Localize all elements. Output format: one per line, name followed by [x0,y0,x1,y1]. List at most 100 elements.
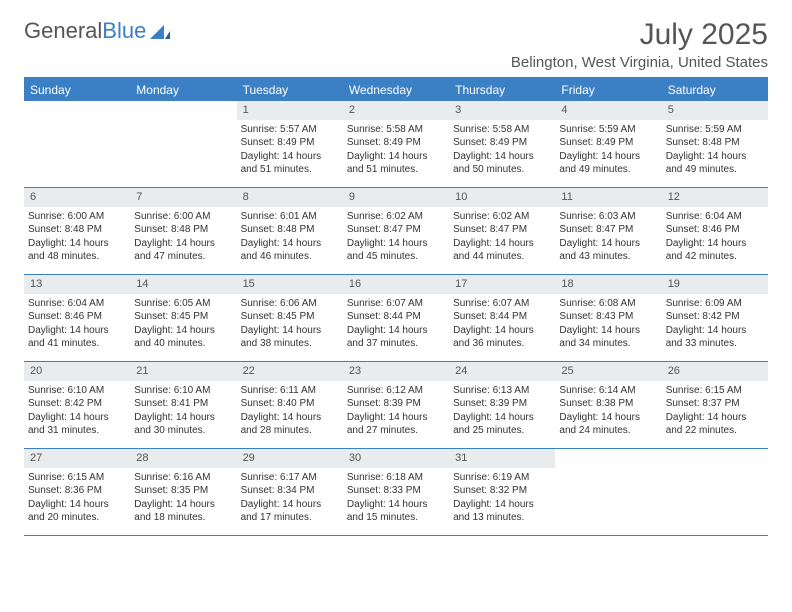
day-line: Sunrise: 6:15 AM [666,384,764,398]
day-line: Daylight: 14 hours [241,324,339,338]
day-cell: 14Sunrise: 6:05 AMSunset: 8:45 PMDayligh… [130,275,236,361]
weekday-header: Friday [555,79,661,101]
day-line: Sunrise: 6:12 AM [347,384,445,398]
day-body: Sunrise: 6:08 AMSunset: 8:43 PMDaylight:… [555,294,661,357]
day-line: and 47 minutes. [134,250,232,264]
day-body: Sunrise: 6:14 AMSunset: 8:38 PMDaylight:… [555,381,661,444]
day-line: and 51 minutes. [347,163,445,177]
day-cell: 26Sunrise: 6:15 AMSunset: 8:37 PMDayligh… [662,362,768,448]
day-line: Sunset: 8:32 PM [453,484,551,498]
day-line: Sunset: 8:38 PM [559,397,657,411]
day-line: and 22 minutes. [666,424,764,438]
day-line: Sunrise: 6:17 AM [241,471,339,485]
day-cell: 13Sunrise: 6:04 AMSunset: 8:46 PMDayligh… [24,275,130,361]
day-line: Sunrise: 5:58 AM [347,123,445,137]
day-body: Sunrise: 6:17 AMSunset: 8:34 PMDaylight:… [237,468,343,531]
day-line: Sunset: 8:48 PM [28,223,126,237]
day-cell: 31Sunrise: 6:19 AMSunset: 8:32 PMDayligh… [449,449,555,535]
day-line: Daylight: 14 hours [241,498,339,512]
day-line: Sunrise: 6:19 AM [453,471,551,485]
day-line: Sunrise: 5:57 AM [241,123,339,137]
day-number: 16 [343,275,449,294]
day-cell [24,101,130,187]
day-body: Sunrise: 6:07 AMSunset: 8:44 PMDaylight:… [343,294,449,357]
day-line: Sunset: 8:42 PM [666,310,764,324]
day-line: Sunset: 8:42 PM [28,397,126,411]
day-cell: 21Sunrise: 6:10 AMSunset: 8:41 PMDayligh… [130,362,236,448]
day-body [555,468,661,477]
day-number: 5 [662,101,768,120]
day-number: 17 [449,275,555,294]
day-cell: 6Sunrise: 6:00 AMSunset: 8:48 PMDaylight… [24,188,130,274]
day-number: 8 [237,188,343,207]
day-number: 22 [237,362,343,381]
day-line: and 31 minutes. [28,424,126,438]
logo-text-2: Blue [102,18,146,43]
day-cell: 15Sunrise: 6:06 AMSunset: 8:45 PMDayligh… [237,275,343,361]
day-line: Daylight: 14 hours [347,411,445,425]
day-line: Daylight: 14 hours [453,411,551,425]
day-number: 1 [237,101,343,120]
day-body: Sunrise: 6:07 AMSunset: 8:44 PMDaylight:… [449,294,555,357]
day-line: Sunset: 8:48 PM [666,136,764,150]
day-cell: 19Sunrise: 6:09 AMSunset: 8:42 PMDayligh… [662,275,768,361]
day-line: Sunrise: 6:16 AM [134,471,232,485]
day-line: Daylight: 14 hours [559,324,657,338]
month-title: July 2025 [511,18,768,52]
day-cell: 4Sunrise: 5:59 AMSunset: 8:49 PMDaylight… [555,101,661,187]
day-line: and 38 minutes. [241,337,339,351]
day-body: Sunrise: 6:15 AMSunset: 8:37 PMDaylight:… [662,381,768,444]
day-body: Sunrise: 6:10 AMSunset: 8:41 PMDaylight:… [130,381,236,444]
day-number: 28 [130,449,236,468]
day-cell: 24Sunrise: 6:13 AMSunset: 8:39 PMDayligh… [449,362,555,448]
day-cell: 1Sunrise: 5:57 AMSunset: 8:49 PMDaylight… [237,101,343,187]
day-cell: 16Sunrise: 6:07 AMSunset: 8:44 PMDayligh… [343,275,449,361]
day-number: 18 [555,275,661,294]
day-body: Sunrise: 6:13 AMSunset: 8:39 PMDaylight:… [449,381,555,444]
logo-text-1: General [24,18,102,43]
day-line: Daylight: 14 hours [28,498,126,512]
day-number: 19 [662,275,768,294]
day-line: Sunset: 8:49 PM [241,136,339,150]
logo-text: GeneralBlue [24,18,146,44]
day-number: 15 [237,275,343,294]
day-line: Sunset: 8:49 PM [453,136,551,150]
day-body: Sunrise: 6:05 AMSunset: 8:45 PMDaylight:… [130,294,236,357]
day-line: Sunset: 8:47 PM [347,223,445,237]
day-number: 11 [555,188,661,207]
day-number: 31 [449,449,555,468]
day-line: Sunset: 8:34 PM [241,484,339,498]
day-body [130,120,236,129]
day-line: and 13 minutes. [453,511,551,525]
day-number: 21 [130,362,236,381]
day-body [24,120,130,129]
day-line: Sunrise: 6:13 AM [453,384,551,398]
day-line: Sunset: 8:33 PM [347,484,445,498]
day-line: Sunrise: 5:58 AM [453,123,551,137]
day-line: and 17 minutes. [241,511,339,525]
day-line: and 33 minutes. [666,337,764,351]
day-cell: 18Sunrise: 6:08 AMSunset: 8:43 PMDayligh… [555,275,661,361]
weekday-header: Sunday [24,79,130,101]
day-line: Sunrise: 6:01 AM [241,210,339,224]
day-line: Daylight: 14 hours [559,150,657,164]
day-cell [130,101,236,187]
day-line: Sunrise: 6:03 AM [559,210,657,224]
day-body: Sunrise: 6:18 AMSunset: 8:33 PMDaylight:… [343,468,449,531]
day-number: 20 [24,362,130,381]
day-body: Sunrise: 6:00 AMSunset: 8:48 PMDaylight:… [24,207,130,270]
day-line: Daylight: 14 hours [453,237,551,251]
day-line: Sunset: 8:44 PM [347,310,445,324]
day-body: Sunrise: 6:12 AMSunset: 8:39 PMDaylight:… [343,381,449,444]
day-number: 10 [449,188,555,207]
day-line: Sunset: 8:47 PM [453,223,551,237]
day-body: Sunrise: 6:15 AMSunset: 8:36 PMDaylight:… [24,468,130,531]
day-cell: 22Sunrise: 6:11 AMSunset: 8:40 PMDayligh… [237,362,343,448]
day-line: and 36 minutes. [453,337,551,351]
day-line: Sunset: 8:40 PM [241,397,339,411]
day-cell: 9Sunrise: 6:02 AMSunset: 8:47 PMDaylight… [343,188,449,274]
day-line: and 48 minutes. [28,250,126,264]
day-line: Sunrise: 6:10 AM [134,384,232,398]
day-line: and 20 minutes. [28,511,126,525]
day-line: Sunrise: 5:59 AM [559,123,657,137]
